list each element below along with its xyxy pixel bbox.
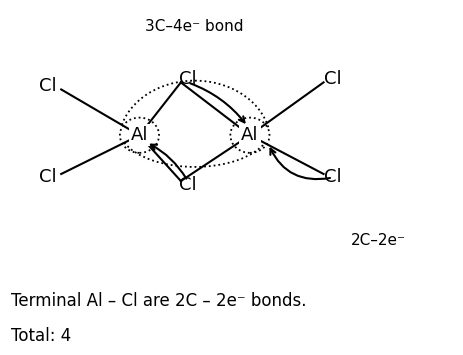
- Text: Cl: Cl: [38, 77, 56, 95]
- Text: Cl: Cl: [324, 70, 342, 88]
- Text: 3C–4e⁻ bond: 3C–4e⁻ bond: [145, 18, 244, 33]
- Text: Terminal Al – Cl are 2C – 2e⁻ bonds.: Terminal Al – Cl are 2C – 2e⁻ bonds.: [11, 292, 306, 310]
- Text: Cl: Cl: [324, 169, 342, 186]
- Text: 2C–2e⁻: 2C–2e⁻: [351, 233, 406, 248]
- Text: Cl: Cl: [179, 175, 197, 193]
- Text: Cl: Cl: [38, 169, 56, 186]
- Text: Total: 4: Total: 4: [11, 327, 71, 345]
- Text: Al: Al: [241, 126, 259, 144]
- Text: Cl: Cl: [179, 70, 197, 88]
- Text: Al: Al: [131, 126, 148, 144]
